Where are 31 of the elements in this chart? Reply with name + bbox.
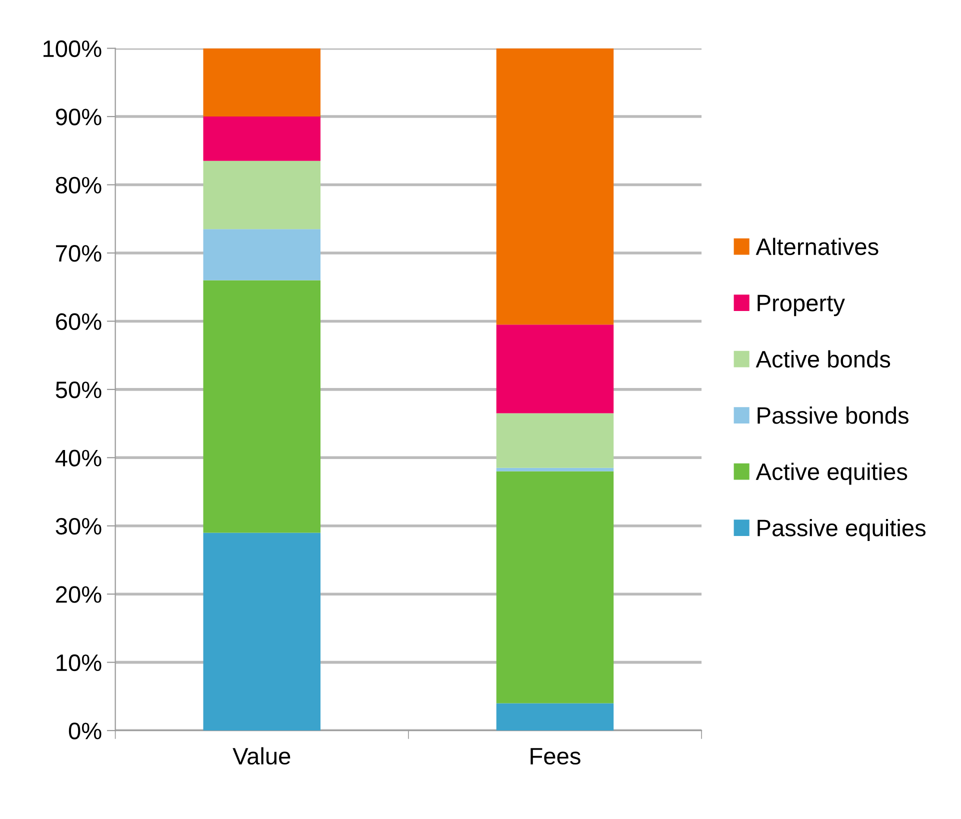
y-tick-label: 50% xyxy=(56,382,102,398)
y-tick-label: 10% xyxy=(56,654,102,672)
bar xyxy=(203,160,320,230)
y-tick-label: 30% xyxy=(56,518,102,535)
y-tick-label: 70% xyxy=(56,245,102,262)
bar xyxy=(203,229,320,280)
bar xyxy=(496,48,614,325)
bar xyxy=(496,468,614,472)
x-tick-label: Fees xyxy=(530,748,580,765)
bar xyxy=(203,280,320,533)
bar xyxy=(496,324,614,414)
y-tick-label: 0% xyxy=(68,722,102,740)
bar xyxy=(496,471,614,704)
bar xyxy=(203,532,320,731)
bar xyxy=(496,413,614,468)
legend-label: Active bonds xyxy=(756,350,890,368)
bar xyxy=(496,703,614,731)
y-tick-label: 60% xyxy=(56,313,102,330)
bar xyxy=(203,116,320,161)
legend-label: Passive equities xyxy=(758,519,926,542)
x-tick-label: Value xyxy=(232,747,290,765)
y-tick-label: 100% xyxy=(44,40,102,58)
y-tick-label: 40% xyxy=(55,450,102,466)
y-tick-label: 80% xyxy=(56,176,102,194)
legend-label: Alternatives xyxy=(756,238,878,256)
y-tick-label: 90% xyxy=(56,108,102,126)
legend-label: Passive bonds xyxy=(758,406,908,424)
legend-label: Active equities xyxy=(756,462,908,485)
legend-label: Property xyxy=(758,294,845,316)
y-tick-label: 20% xyxy=(56,586,102,603)
bar xyxy=(203,48,320,117)
